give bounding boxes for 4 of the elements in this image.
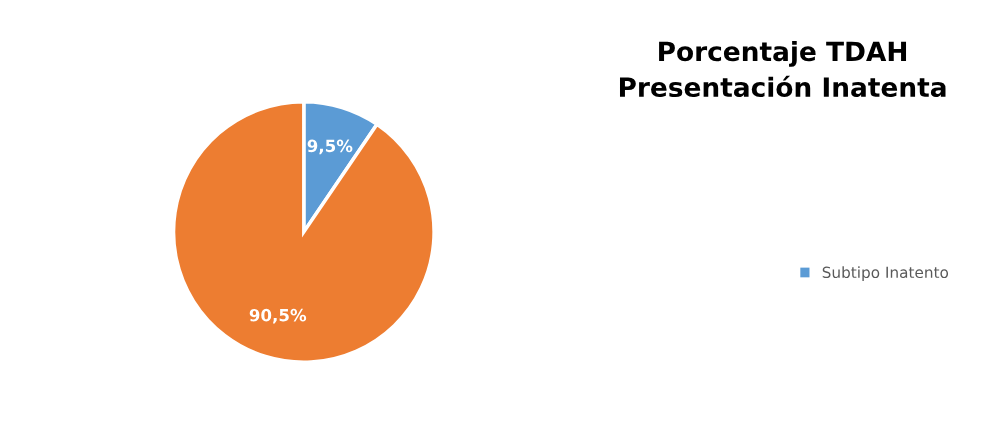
- data-label: 90,5%: [249, 308, 307, 324]
- data-label: 9,5%: [307, 139, 353, 155]
- chart-title: Porcentaje TDAH Presentación Inatenta: [619, 40, 946, 98]
- legend-label: Subtipo Inatento: [822, 266, 949, 282]
